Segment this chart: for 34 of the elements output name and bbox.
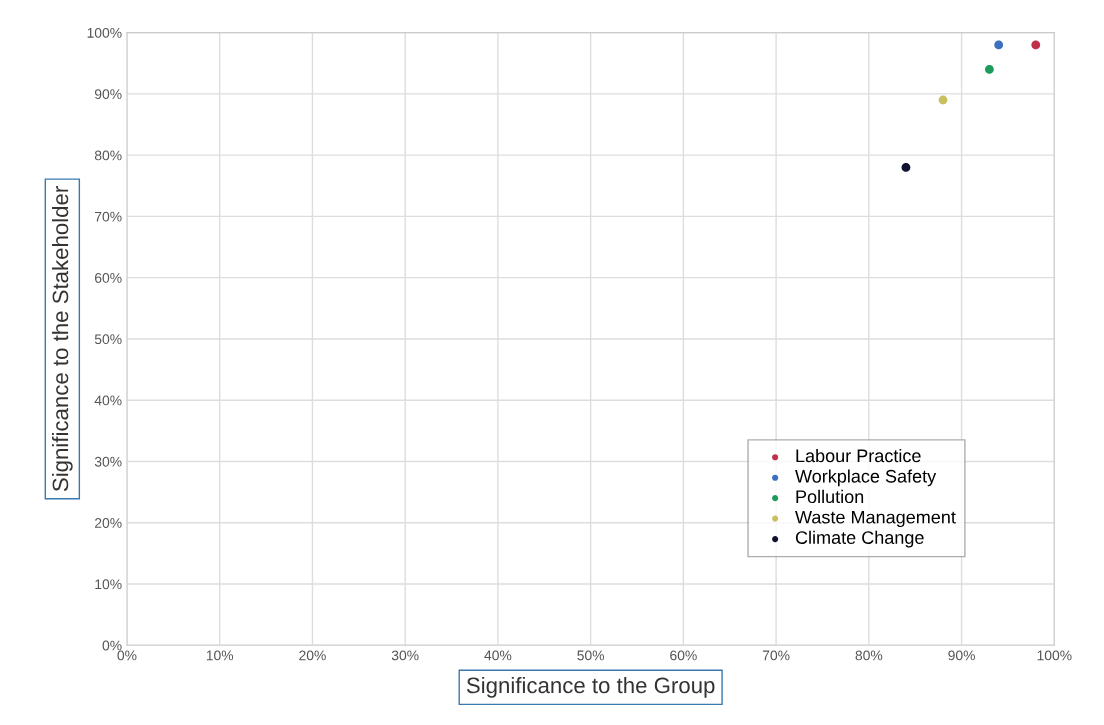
x-tick-label: 10%: [206, 650, 234, 661]
x-tick-label: 0%: [117, 650, 137, 661]
point: [994, 40, 1004, 50]
legend-label: Workplace Safety: [795, 469, 937, 487]
y-tick-label: 20%: [95, 518, 122, 528]
y-tick-label: 80%: [94, 150, 122, 161]
x-tick-label: 40%: [484, 650, 512, 661]
y-axis-title: Significance to the Stakeholder: [51, 186, 73, 492]
y-tick-label: 60%: [95, 273, 122, 283]
point: [901, 163, 911, 172]
y-tick-label: 10%: [95, 579, 122, 590]
x-tick-label: 30%: [391, 650, 419, 661]
x-axis-title: Significance to the Group: [466, 676, 715, 698]
legend-label: Pollution: [796, 489, 864, 504]
y-tick-label: 40%: [94, 395, 122, 406]
x-tick-label: 70%: [762, 650, 790, 661]
x-tick-label: 80%: [855, 650, 883, 661]
point: [985, 64, 994, 74]
legend-label: Waste Management: [795, 510, 956, 528]
y-tick-label: 0%: [102, 640, 122, 651]
x-tick-label: 60%: [670, 650, 697, 661]
legend-label: Climate Change: [795, 530, 924, 548]
y-tick-label: 50%: [94, 334, 122, 345]
y-tick-label: 70%: [95, 211, 122, 222]
legend-label: Labour Practice: [796, 448, 921, 463]
x-tick-label: 100%: [1037, 650, 1072, 661]
y-tick-label: 100%: [87, 27, 122, 38]
point: [938, 95, 948, 105]
y-tick-label: 30%: [94, 456, 122, 467]
x-tick-label: 50%: [577, 650, 605, 661]
y-tick-label: 90%: [94, 89, 122, 100]
x-tick-label: 20%: [299, 650, 326, 661]
x-tick-label: 90%: [948, 650, 975, 661]
point: [1031, 40, 1041, 50]
